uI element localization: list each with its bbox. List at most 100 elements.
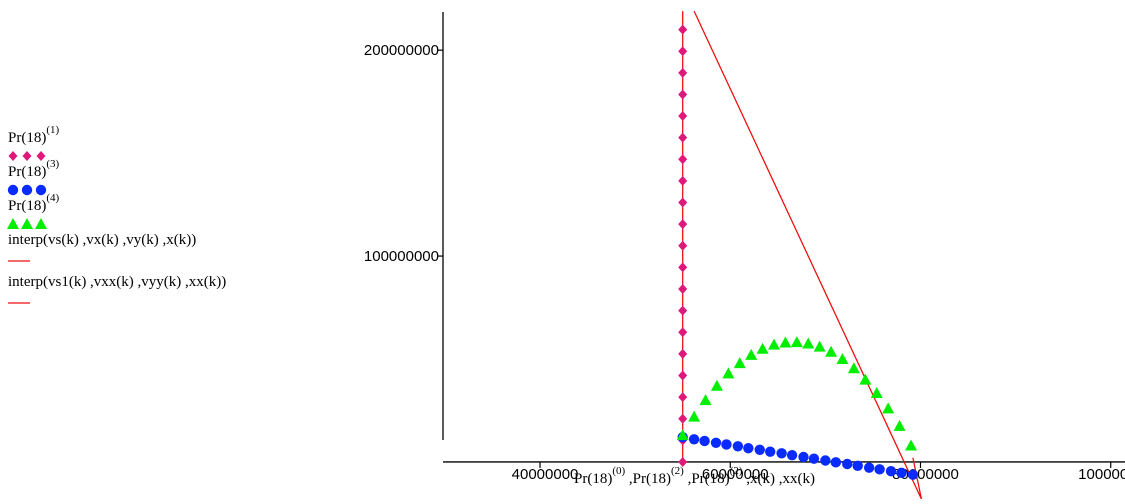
data-point-triangle xyxy=(676,429,689,441)
data-point-triangle xyxy=(904,439,917,451)
y-tick-label: 200000000 xyxy=(364,42,439,59)
legend-key-triangle xyxy=(21,218,33,229)
data-point-triangle xyxy=(745,348,758,360)
data-point-circle xyxy=(798,451,809,463)
legend-label-text: Pr(18) xyxy=(8,130,46,146)
data-point-triangle xyxy=(893,419,906,431)
legend-label-text: interp(vs(k) ,vx(k) ,vy(k) ,x(k)) xyxy=(8,232,196,248)
data-point-diamond xyxy=(678,111,688,122)
data-point-triangle xyxy=(870,386,883,398)
data-point-triangle xyxy=(779,336,792,348)
data-point-diamond xyxy=(678,240,688,251)
data-point-triangle xyxy=(699,394,712,406)
x-axis-label-text: Pr(18) xyxy=(574,471,612,487)
data-point-diamond xyxy=(678,67,688,78)
legend-key-diamond xyxy=(8,151,18,161)
legend-label-0: Pr(18)(1) xyxy=(8,124,59,146)
legend-label-text: interp(vs1(k) ,vxx(k) ,vyy(k) ,xx(k)) xyxy=(8,274,226,290)
data-point-circle xyxy=(820,455,831,466)
data-point-triangle xyxy=(802,337,815,349)
data-point-diamond xyxy=(678,197,688,208)
data-point-diamond xyxy=(678,305,688,316)
x-tick-label: 80000000 xyxy=(892,466,959,483)
data-point-triangle xyxy=(733,357,746,369)
data-point-circle xyxy=(688,434,700,445)
data-point-circle xyxy=(776,448,787,459)
data-point-diamond xyxy=(678,348,688,359)
legend-label-text: Pr(18) xyxy=(8,164,46,180)
data-point-triangle xyxy=(768,338,781,350)
data-point-diamond xyxy=(678,327,688,338)
x-axis-label-superscript: (2) xyxy=(730,465,743,477)
data-point-circle xyxy=(863,462,875,473)
legend-label-superscript: (1) xyxy=(46,124,59,136)
data-point-diamond xyxy=(678,46,688,57)
data-point-triangle xyxy=(688,410,701,422)
data-point-circle xyxy=(842,458,853,470)
data-point-circle xyxy=(743,442,754,454)
series-line-4 xyxy=(693,10,923,500)
x-axis-label-text: ,Pr(18) xyxy=(625,471,671,487)
data-point-circle xyxy=(765,446,776,457)
data-point-diamond xyxy=(678,89,688,100)
data-point-circle xyxy=(754,444,765,455)
legend-key-circle xyxy=(35,184,47,196)
x-axis-label: Pr(18)(0) ,Pr(18)(2) ,Pr(18)(2) ,x(k) ,x… xyxy=(574,465,815,487)
data-point-diamond xyxy=(678,24,688,35)
legend-label-superscript: (3) xyxy=(46,158,59,170)
legend-key-circle xyxy=(7,184,19,196)
data-point-triangle xyxy=(710,379,723,391)
data-point-diamond xyxy=(678,219,688,230)
legend-label-2: Pr(18)(4) xyxy=(8,192,59,214)
data-point-triangle xyxy=(836,353,849,364)
data-point-triangle xyxy=(790,336,803,348)
data-point-triangle xyxy=(859,373,872,385)
data-point-diamond xyxy=(678,154,688,165)
data-point-circle xyxy=(896,467,907,479)
data-point-circle xyxy=(721,439,732,450)
legend-label-4: interp(vs1(k) ,vxx(k) ,vyy(k) ,xx(k)) xyxy=(8,274,226,290)
legend-label-text: Pr(18) xyxy=(8,198,46,214)
data-point-circle xyxy=(830,457,842,468)
data-point-triangle xyxy=(847,362,860,374)
legend-key-diamond xyxy=(36,151,46,161)
data-point-circle xyxy=(699,435,710,447)
data-point-diamond xyxy=(678,284,688,294)
data-point-diamond xyxy=(678,413,688,424)
x-axis-label-superscript: (2) xyxy=(671,465,684,477)
data-point-circle xyxy=(852,460,863,472)
legend-key-diamond xyxy=(22,151,32,161)
x-axis-label-superscript: (0) xyxy=(612,465,625,477)
data-point-diamond xyxy=(678,175,688,186)
y-tick-label: 100000000 xyxy=(364,248,439,265)
legend-label-3: interp(vs(k) ,vx(k) ,vy(k) ,x(k)) xyxy=(8,232,196,248)
data-point-circle xyxy=(885,466,897,477)
data-point-diamond xyxy=(678,132,688,143)
data-point-diamond xyxy=(678,392,688,403)
data-point-triangle xyxy=(882,402,895,414)
legend-key-circle xyxy=(21,184,33,196)
data-point-diamond xyxy=(678,456,688,467)
legend-key-triangle xyxy=(7,218,19,229)
data-point-diamond xyxy=(678,262,688,273)
x-axis-label-text: ,Pr(18) xyxy=(684,471,730,487)
data-point-triangle xyxy=(825,345,838,357)
legend-label-1: Pr(18)(3) xyxy=(8,158,59,180)
x-axis-label-text: ,x(k) ,xx(k) xyxy=(742,471,814,487)
legend-label-superscript: (4) xyxy=(46,192,59,204)
data-point-triangle xyxy=(813,340,826,352)
data-point-circle xyxy=(710,437,722,448)
data-point-circle xyxy=(732,441,744,452)
data-point-triangle xyxy=(756,342,769,354)
data-point-circle xyxy=(874,464,885,475)
x-tick-label: 100000000 xyxy=(1078,466,1125,483)
x-tick-label: 40000000 xyxy=(512,466,579,483)
data-point-circle xyxy=(808,453,820,464)
x-tick-label: 60000000 xyxy=(702,466,769,483)
data-point-triangle xyxy=(722,367,735,379)
data-point-circle xyxy=(786,449,798,461)
legend-key-triangle xyxy=(35,218,47,229)
data-point-circle xyxy=(907,469,919,480)
data-point-diamond xyxy=(678,370,688,381)
